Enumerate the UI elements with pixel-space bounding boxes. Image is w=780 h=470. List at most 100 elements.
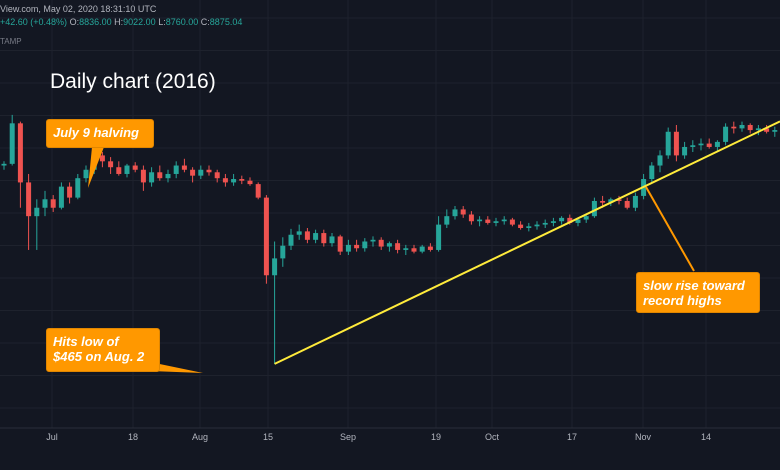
- x-tick-label: Jul: [46, 432, 58, 442]
- x-tick-label: 17: [566, 432, 578, 442]
- candle-body: [764, 128, 770, 132]
- candle-body: [772, 130, 778, 132]
- candle-body: [263, 197, 269, 276]
- candle-body: [386, 243, 392, 247]
- candle-body: [567, 217, 573, 223]
- candle-body: [272, 258, 278, 276]
- header-line-2: +42.60 (+0.48%) O:8836.00 H:9022.00 L:87…: [0, 17, 242, 27]
- candle-body: [632, 195, 638, 208]
- candle-body: [149, 172, 155, 183]
- candle-body: [616, 199, 622, 201]
- chart-title: Daily chart (2016): [50, 70, 216, 93]
- candle-body: [550, 221, 556, 223]
- candle-body: [17, 123, 23, 183]
- candle-body: [739, 125, 745, 129]
- candle-body: [665, 131, 671, 156]
- open-label: O:: [69, 17, 80, 27]
- high-value: 9022.00: [123, 17, 156, 27]
- candles: [1, 114, 778, 364]
- candle-body: [280, 245, 286, 259]
- candle-body: [75, 178, 81, 198]
- candle-body: [99, 155, 105, 162]
- candle-body: [321, 233, 327, 244]
- annotation-halving-text: July 9 halving: [53, 125, 139, 140]
- low-label: L:: [158, 17, 166, 27]
- candle-body: [485, 219, 491, 223]
- candle-body: [706, 143, 712, 147]
- candle-body: [67, 186, 73, 198]
- candle-body: [419, 246, 425, 252]
- candle-body: [296, 231, 302, 235]
- annotation-halving: July 9 halving: [46, 119, 154, 148]
- candle-body: [714, 141, 720, 147]
- candle-body: [755, 128, 761, 131]
- annotation-low-line2: $465 on Aug. 2: [53, 349, 145, 364]
- candle-body: [329, 236, 335, 244]
- header-change: +42.60 (+0.48%): [0, 17, 68, 27]
- candle-body: [354, 244, 360, 249]
- annotation-rise: slow rise toward record highs: [636, 272, 760, 313]
- header-line-1: View.com, May 02, 2020 18:31:10 UTC: [0, 4, 156, 14]
- high-label: H:: [114, 17, 124, 27]
- candle-body: [58, 186, 64, 208]
- candle-body: [1, 163, 7, 166]
- candle-body: [698, 143, 704, 146]
- candle-body: [222, 178, 228, 183]
- candle-body: [26, 182, 32, 217]
- candle-body: [304, 231, 310, 240]
- candle-body: [124, 165, 130, 174]
- x-tick-label: 19: [430, 432, 442, 442]
- candle-body: [190, 169, 196, 176]
- candle-body: [657, 155, 663, 166]
- candle-body: [747, 125, 753, 131]
- candle-body: [624, 200, 630, 208]
- low-pointer: [150, 362, 203, 373]
- candle-body: [116, 167, 122, 174]
- candle-body: [534, 224, 540, 227]
- exchange-label: TAMP: [0, 37, 22, 46]
- candle-body: [673, 131, 679, 156]
- x-tick-label: 14: [700, 432, 712, 442]
- halving-pointer: [88, 147, 104, 188]
- x-tick-label: 15: [262, 432, 274, 442]
- candle-body: [526, 226, 532, 228]
- candle-body: [411, 248, 417, 252]
- x-tick-label: Aug: [191, 432, 209, 442]
- candle-body: [231, 179, 237, 183]
- candle-body: [403, 248, 409, 250]
- candle-body: [214, 172, 220, 179]
- candle-body: [501, 219, 507, 222]
- candle-body: [460, 209, 466, 215]
- open-value: 8836.00: [79, 17, 112, 27]
- candle-body: [542, 222, 548, 225]
- candle-body: [559, 217, 565, 222]
- candle-body: [165, 173, 171, 179]
- candle-body: [206, 169, 212, 173]
- annotation-low-line1: Hits low of: [53, 334, 119, 349]
- candle-body: [591, 200, 597, 217]
- candle-body: [378, 239, 384, 247]
- candle-body: [395, 243, 401, 250]
- candle-body: [723, 126, 729, 142]
- candle-body: [477, 219, 483, 222]
- trendline: [274, 120, 780, 365]
- candle-body: [452, 209, 458, 217]
- candle-body: [608, 199, 614, 203]
- x-tick-label: Oct: [484, 432, 500, 442]
- candle-body: [493, 221, 499, 223]
- candle-body: [181, 165, 187, 170]
- candle-body: [370, 239, 376, 242]
- candle-body: [9, 123, 15, 164]
- annotation-rise-line1: slow rise toward: [643, 278, 745, 293]
- candle-body: [427, 246, 433, 250]
- candle-body: [444, 216, 450, 225]
- close-label: C:: [200, 17, 210, 27]
- candle-body: [583, 216, 589, 220]
- annotation-low: Hits low of $465 on Aug. 2: [46, 328, 160, 372]
- annotation-rise-line2: record highs: [643, 293, 722, 308]
- candle-body: [518, 224, 524, 228]
- candle-body: [337, 236, 343, 252]
- candle-body: [83, 169, 89, 179]
- candle-body: [509, 219, 515, 225]
- candle-body: [239, 179, 245, 181]
